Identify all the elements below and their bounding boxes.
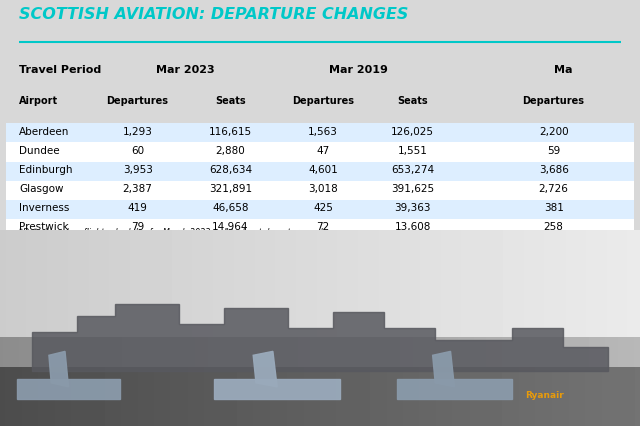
Text: Departures: Departures [523, 95, 584, 105]
Text: Aberdeen: Aberdeen [19, 127, 70, 136]
Polygon shape [253, 351, 277, 387]
Polygon shape [32, 305, 608, 371]
Text: 116,615: 116,615 [209, 127, 252, 136]
Text: 1,563: 1,563 [308, 127, 338, 136]
Text: Airport: Airport [19, 95, 58, 105]
Text: 3,953: 3,953 [123, 164, 152, 175]
Text: 1,293: 1,293 [123, 127, 152, 136]
Text: 46,658: 46,658 [212, 203, 249, 213]
Text: 391,625: 391,625 [391, 184, 435, 194]
Text: Dundee: Dundee [19, 146, 60, 155]
Text: 1,551: 1,551 [398, 146, 428, 155]
Text: Seats: Seats [215, 95, 246, 105]
Text: 321,891: 321,891 [209, 184, 252, 194]
Text: Ma: Ma [554, 64, 572, 75]
Text: 425: 425 [313, 203, 333, 213]
Text: 3,686: 3,686 [539, 164, 568, 175]
Text: Departures: Departures [292, 95, 354, 105]
Bar [6, 181, 634, 200]
Text: Glasgow: Glasgow [19, 184, 64, 194]
Text: 381: 381 [543, 203, 564, 213]
Polygon shape [397, 379, 512, 399]
Text: 2,880: 2,880 [216, 146, 245, 155]
Text: 59: 59 [547, 146, 560, 155]
Text: *Data based on flight schedules for March 2023 and looks at departures only: *Data based on flight schedules for Marc… [19, 227, 328, 236]
Text: 2,726: 2,726 [539, 184, 568, 194]
Text: Seats: Seats [397, 95, 428, 105]
Text: 72: 72 [317, 222, 330, 232]
Text: Mar 2023: Mar 2023 [156, 64, 215, 75]
Text: 419: 419 [127, 203, 148, 213]
Bar [6, 219, 634, 239]
Text: 2,387: 2,387 [123, 184, 152, 194]
Bar [6, 124, 634, 143]
Text: Prestwick: Prestwick [19, 222, 69, 232]
Text: 47: 47 [317, 146, 330, 155]
Text: Departures: Departures [107, 95, 168, 105]
Text: Edinburgh: Edinburgh [19, 164, 73, 175]
Text: 628,634: 628,634 [209, 164, 252, 175]
Text: 39,363: 39,363 [394, 203, 431, 213]
Text: Ryanair: Ryanair [525, 390, 564, 399]
Text: Inverness: Inverness [19, 203, 70, 213]
Polygon shape [214, 379, 340, 399]
Text: 4,601: 4,601 [308, 164, 338, 175]
Text: 126,025: 126,025 [391, 127, 435, 136]
Text: 653,274: 653,274 [391, 164, 435, 175]
Text: 258: 258 [543, 222, 564, 232]
Polygon shape [17, 379, 120, 399]
Text: Mar 2019: Mar 2019 [329, 64, 388, 75]
Text: 3,018: 3,018 [308, 184, 338, 194]
Bar [6, 143, 634, 162]
Bar [6, 200, 634, 219]
Bar [6, 162, 634, 181]
Polygon shape [433, 351, 454, 387]
Polygon shape [49, 351, 68, 387]
Text: 60: 60 [131, 146, 144, 155]
Text: SCOTTISH AVIATION: DEPARTURE CHANGES: SCOTTISH AVIATION: DEPARTURE CHANGES [19, 7, 408, 22]
Text: Travel Period: Travel Period [19, 64, 102, 75]
Text: 2,200: 2,200 [539, 127, 568, 136]
Text: 14,964: 14,964 [212, 222, 249, 232]
Text: 79: 79 [131, 222, 144, 232]
Text: 13,608: 13,608 [395, 222, 431, 232]
